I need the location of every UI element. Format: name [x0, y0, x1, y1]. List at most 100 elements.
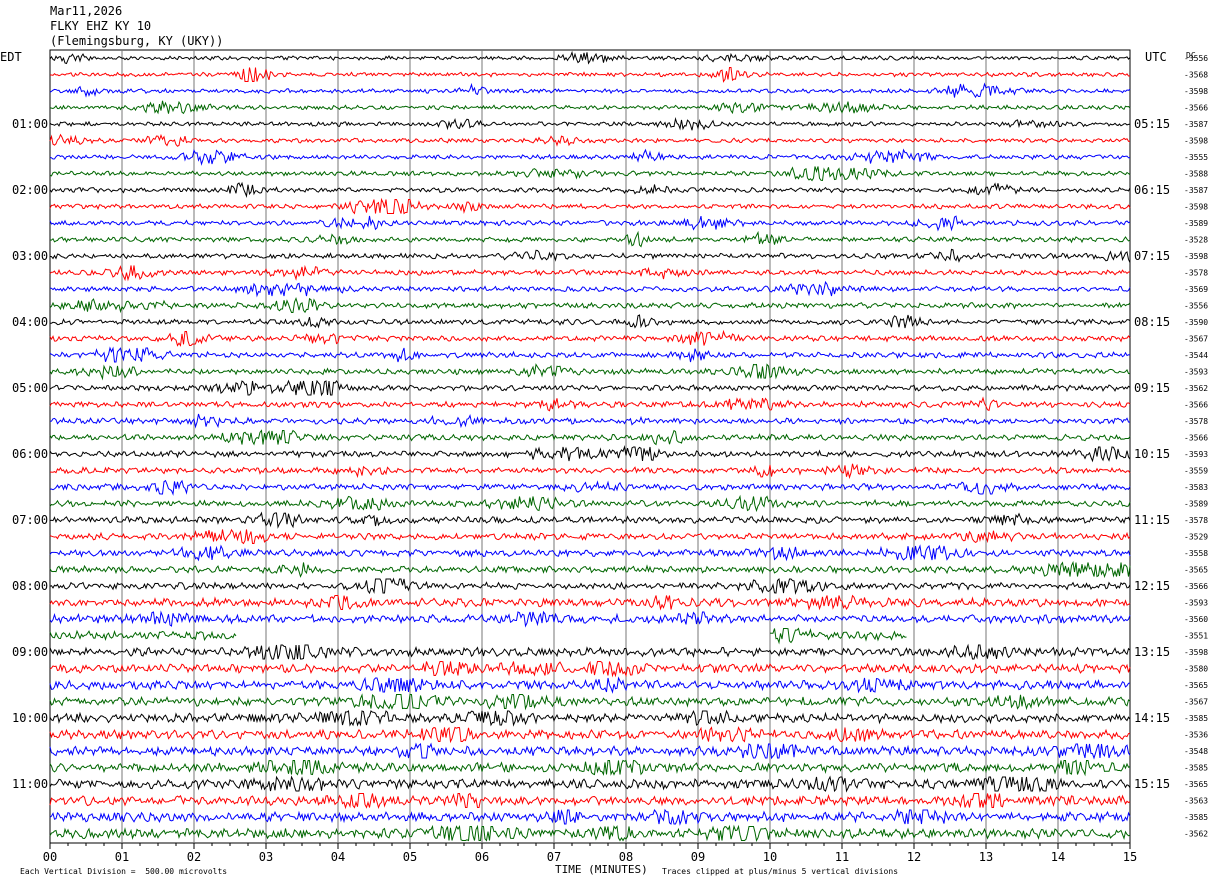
dc-offset-label: -3598 [1184, 203, 1208, 212]
dc-offset-label: -3566 [1184, 104, 1208, 113]
seismic-trace [49, 560, 1131, 579]
dc-offset-label: -3548 [1184, 747, 1208, 756]
dc-offset-label: -3580 [1184, 665, 1208, 674]
dc-offset-label: -3556 [1184, 302, 1208, 311]
seismic-trace [49, 379, 1131, 397]
seismic-trace [49, 429, 1131, 446]
seismic-trace [49, 759, 1131, 777]
dc-offset-label: -3568 [1184, 71, 1208, 80]
location-label: (Flemingsburg, KY (UKY)) [50, 34, 224, 48]
dc-offset-label: -3589 [1184, 219, 1208, 228]
seismic-trace [49, 494, 1131, 513]
left-hour-label: 07:00 [12, 513, 48, 527]
seismic-trace [49, 248, 1131, 263]
seismic-trace [49, 511, 1131, 529]
seismic-trace [49, 181, 1131, 199]
seismic-trace [49, 742, 1131, 760]
dc-offset-label: -3555 [1184, 153, 1208, 162]
seismic-trace [49, 775, 1131, 793]
seismic-trace [49, 82, 1131, 99]
seismic-trace [49, 594, 1131, 611]
dc-offset-label: -3583 [1184, 483, 1208, 492]
x-tick-label: 15 [1123, 850, 1137, 864]
x-tick-label: 05 [403, 850, 417, 864]
right-hour-label: 09:15 [1134, 381, 1170, 395]
seismic-trace [49, 100, 1131, 115]
dc-offset-label: -3566 [1184, 582, 1208, 591]
right-hour-label: 07:15 [1134, 249, 1170, 263]
seismic-trace [49, 314, 1131, 329]
x-tick-label: 13 [979, 850, 993, 864]
dc-offset-label: -3567 [1184, 335, 1208, 344]
seismic-trace [49, 50, 1131, 65]
x-tick-label: 01 [115, 850, 129, 864]
dc-offset-label: -3558 [1184, 549, 1208, 558]
dc-offset-label: -3559 [1184, 467, 1208, 476]
seismic-trace [49, 726, 1131, 744]
seismic-trace [49, 166, 1131, 182]
x-tick-label: 06 [475, 850, 489, 864]
left-hour-label: 11:00 [12, 777, 48, 791]
seismic-trace [49, 396, 1131, 412]
left-hour-label: 10:00 [12, 711, 48, 725]
dc-offset-label: -3565 [1184, 566, 1208, 575]
dc-offset-label: -3593 [1184, 599, 1208, 608]
dc-offset-label: -3593 [1184, 368, 1208, 377]
seismic-trace [49, 660, 1131, 678]
right-hour-label: 15:15 [1134, 777, 1170, 791]
seismic-trace [49, 676, 1131, 694]
seismic-trace [49, 544, 1131, 562]
dc-offset-label: -3587 [1184, 120, 1208, 129]
dc-offset-label: -3536 [1184, 731, 1208, 740]
dc-offset-label: -3566 [1184, 434, 1208, 443]
seismic-trace [49, 413, 1131, 429]
dc-offset-label: -3588 [1184, 170, 1208, 179]
right-timezone-label: UTC [1145, 50, 1167, 64]
right-hour-label: 14:15 [1134, 711, 1170, 725]
x-tick-label: 02 [187, 850, 201, 864]
seismic-trace [49, 693, 1131, 711]
plot-frame [49, 49, 1131, 844]
right-hour-label: 10:15 [1134, 447, 1170, 461]
dc-offset-label: -3598 [1184, 87, 1208, 96]
left-timezone-label: EDT [0, 50, 22, 64]
seismic-trace [49, 329, 1131, 347]
seismic-trace [49, 148, 1130, 166]
seismic-trace [49, 230, 1131, 248]
right-hour-label: 05:15 [1134, 117, 1170, 131]
seismic-trace [49, 709, 1131, 727]
dc-offset-label: -3598 [1184, 137, 1208, 146]
seismic-trace [49, 610, 1131, 628]
seismic-trace [49, 280, 1131, 298]
dc-offset-label: -3563 [1184, 797, 1208, 806]
dc-offset-label: -3598 [1184, 648, 1208, 657]
date-label: Mar11,2026 [50, 4, 123, 18]
seismic-trace [49, 577, 1131, 595]
dc-offset-label: -3590 [1184, 318, 1208, 327]
seismic-trace [50, 67, 1131, 83]
dc-offset-label: -3578 [1184, 269, 1208, 278]
x-tick-label: 10 [763, 850, 777, 864]
dc-offset-label: -3567 [1184, 698, 1208, 707]
left-hour-label: 01:00 [12, 117, 48, 131]
dc-offset-label: -3585 [1184, 813, 1208, 822]
left-hour-label: 09:00 [12, 645, 48, 659]
left-hour-label: 05:00 [12, 381, 48, 395]
seismic-trace [50, 463, 1131, 480]
dc-offset-label: -3562 [1184, 384, 1208, 393]
dc-offset-label: -3544 [1184, 351, 1208, 360]
seismic-trace [49, 215, 1131, 232]
dc-offset-label: -3578 [1184, 417, 1208, 426]
left-hour-label: 04:00 [12, 315, 48, 329]
x-axis-title: TIME (MINUTES) [555, 863, 648, 876]
seismic-trace [50, 629, 1130, 643]
seismic-trace [49, 792, 1131, 810]
dc-offset-label: -3556 [1184, 54, 1208, 63]
x-tick-label: 14 [1051, 850, 1065, 864]
station-label: FLKY EHZ KY 10 [50, 19, 152, 33]
seismic-trace [49, 479, 1131, 496]
dc-offset-label: -3528 [1184, 236, 1208, 245]
dc-offset-label: -3562 [1184, 830, 1208, 839]
dc-offset-label: -3529 [1184, 533, 1208, 542]
